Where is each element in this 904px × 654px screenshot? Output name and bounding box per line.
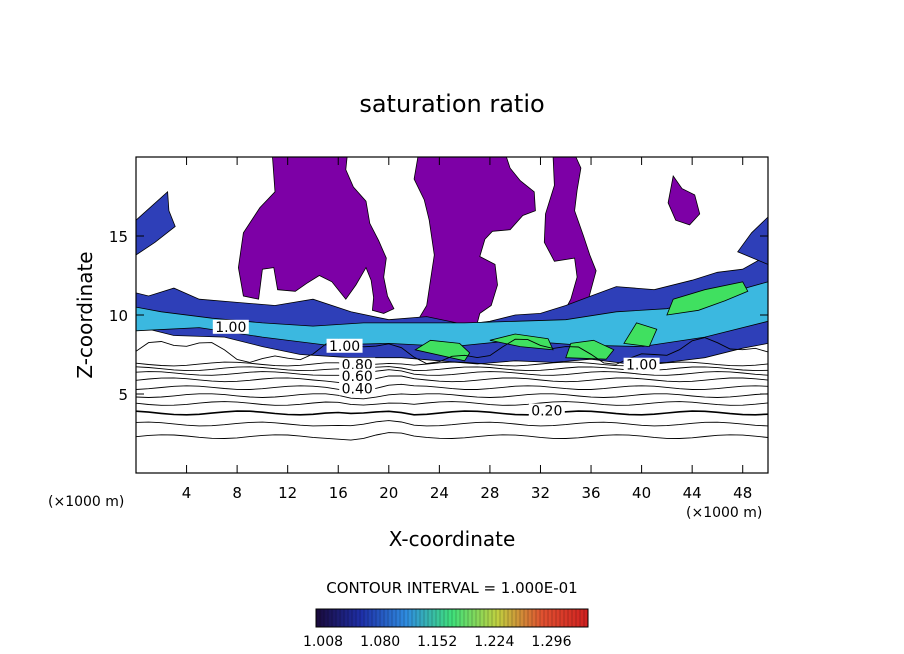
contour-line (136, 366, 768, 372)
x-tick-label: 32 (531, 484, 550, 502)
upper-left-patch (136, 190, 176, 256)
contour-line (136, 361, 768, 367)
high-band-2 (489, 333, 554, 351)
x-tick-label: 16 (329, 484, 348, 502)
contour-label: 1.00 (215, 320, 246, 336)
y-tick-label: 15 (109, 228, 128, 246)
x-tick-label: 40 (632, 484, 651, 502)
contour-field: 1.001.000.800.600.400.201.00 (136, 157, 768, 441)
y-tick-label: 10 (109, 307, 128, 325)
contour-label-bg (339, 357, 376, 372)
chart-title: saturation ratio (359, 90, 544, 118)
contour-line (136, 420, 768, 427)
contour-interval-text: CONTOUR INTERVAL = 1.000E-01 (326, 579, 577, 597)
contour-line (136, 401, 768, 406)
contour-line (136, 375, 768, 385)
x-tick-label: 28 (480, 484, 499, 502)
x-tick-label: 20 (379, 484, 398, 502)
contour-label-bg (623, 357, 660, 372)
purple-column-4 (667, 174, 701, 226)
contour-label: 0.60 (342, 369, 373, 385)
colorbar-tick-label: 1.008 (303, 634, 343, 650)
x-unit-right: (×1000 m) (686, 505, 762, 521)
contour-label: 0.40 (342, 381, 373, 397)
colorbar-stripes (315, 609, 589, 627)
contour-line (136, 410, 768, 416)
contour-line (136, 393, 768, 400)
x-tick-label: 8 (232, 484, 242, 502)
x-tick-label: 44 (683, 484, 702, 502)
x-tick-label: 48 (733, 484, 752, 502)
purple-column-2 (413, 157, 536, 333)
colorbar-tick-label: 1.152 (417, 634, 457, 650)
x-axis-label: X-coordinate (389, 527, 516, 551)
high-band-3 (565, 339, 615, 360)
contour-label-bg (339, 381, 376, 396)
contour-label-bg (339, 368, 376, 383)
x-axis: 4 8 12 16 20 24 28 32 36 40 44 48 (182, 157, 752, 502)
x-tick-label: 36 (581, 484, 600, 502)
high-band-5 (666, 281, 749, 316)
contour-label: 1.00 (329, 339, 360, 355)
x-tick-label: 4 (182, 484, 192, 502)
y-axis: 5 10 15 (109, 228, 768, 404)
x-tick-label: 12 (278, 484, 297, 502)
contour-line (136, 432, 768, 441)
colorbar (315, 608, 589, 628)
contour-label-bg (212, 319, 249, 334)
purple-column-1 (237, 157, 395, 314)
x-unit-left: (×1000 m) (48, 494, 124, 510)
colorbar-tick-label: 1.224 (474, 634, 514, 650)
high-band-4 (623, 322, 658, 348)
contour-label-bg (326, 338, 363, 353)
colorbar-tick-label: 1.080 (360, 634, 400, 650)
y-axis-label: Z-coordinate (73, 251, 97, 378)
x-tick-label: 24 (430, 484, 449, 502)
upper-right-patch (737, 216, 768, 265)
contour-label-bg (528, 403, 565, 418)
contour-line-saturation (136, 337, 768, 365)
contour-line (136, 383, 768, 393)
y-tick-label: 5 (118, 386, 128, 404)
contour-label: 1.00 (626, 358, 657, 374)
contour-line (136, 369, 768, 377)
contour-label: 0.20 (531, 404, 562, 420)
colorbar-tick-label: 1.296 (531, 634, 571, 650)
colorbar-ticks: 1.008 1.080 1.152 1.224 1.296 (303, 634, 572, 650)
